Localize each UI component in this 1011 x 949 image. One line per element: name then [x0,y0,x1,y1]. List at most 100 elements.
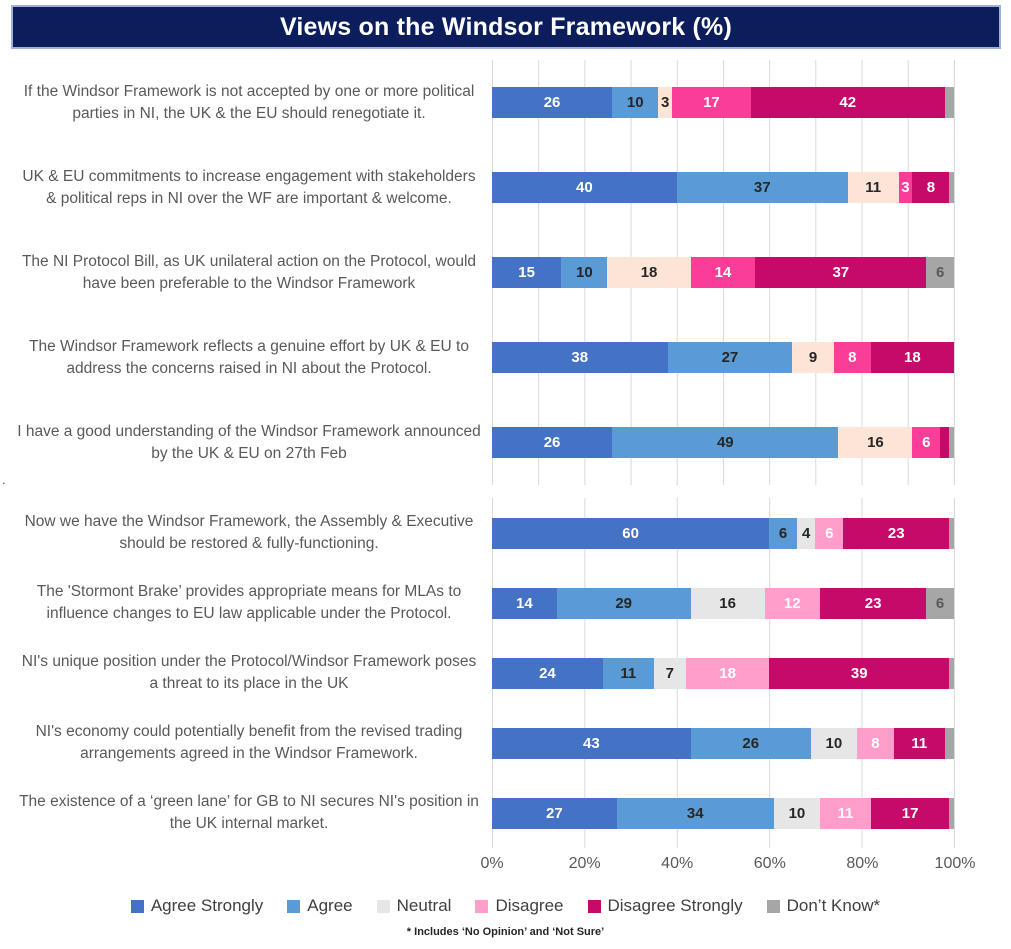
stacked-bar: 38 27 9 8 18 [492,342,954,373]
legend-item-disagree-strongly: Disagree Strongly [587,896,743,916]
bar-segment-don-t-know [949,517,954,549]
bar-segment-neutral: 16 [690,587,765,619]
bar-segment-agree: 10 [612,87,659,118]
bar-segment-disagree: 6 [912,427,941,458]
bar-segment-agree: 6 [769,517,797,549]
bar-segment-disagree-strongly: 23 [843,517,950,549]
bar-segment-disagree: 12 [764,587,820,619]
bar-row: The Windsor Framework reflects a genuine… [0,315,1011,400]
bar-segment-disagree: 8 [856,727,894,759]
bar-segment-disagree: 6 [815,517,844,549]
bar-segment-disagree-strongly [940,427,950,458]
x-axis-spacer [0,848,492,878]
plot-area: 38 27 9 8 18 [492,315,955,400]
legend-label: Neutral [396,896,452,915]
legend-swatch-agree [287,899,301,913]
category-label: I have a good understanding of the Winds… [17,422,481,462]
bar-segment-disagree: 8 [833,342,871,373]
footnote: * Includes ‘No Opinion’ and ‘Not Sure’ [406,926,605,938]
legend-label: Agree [307,896,353,915]
stacked-bar: 26 49 16 6 [492,427,954,458]
bar-segment-disagree-strongly: 8 [912,172,950,203]
bar-segment-disagree-strongly: 18 [870,342,954,373]
x-tick-label: 60% [753,855,786,872]
bar-segment-don-t-know: 6 [926,587,954,619]
legend-label: Disagree [495,896,564,915]
bar-segment-agree: 49 [612,427,839,458]
legend-item-disagree: Disagree [475,896,564,916]
bar-segment-agree-strongly: 60 [492,517,770,549]
bar-segment-don-t-know [949,172,954,203]
stacked-bar: 27 34 10 11 17 [492,797,954,829]
bar-segment-neutral: 11 [847,172,899,203]
stacked-bar: 43 26 10 8 11 [492,727,954,759]
legend-swatch-disagree [475,899,489,913]
stray-mark: . [2,472,6,487]
bar-segment-agree: 37 [676,172,848,203]
bar-segment-neutral: 18 [607,257,691,288]
category-label: Now we have the Windsor Framework, the A… [24,513,474,552]
bar-segment-agree-strongly: 38 [492,342,668,373]
plot-area: 27 34 10 11 17 [492,778,955,848]
bar-row: UK & EU commitments to increase engageme… [0,145,1011,230]
plot-area: 15 10 18 14 37 6 [492,230,955,315]
bar-segment-agree-strongly: 14 [492,587,557,619]
x-tick-label: 20% [568,855,601,872]
bar-segment-don-t-know [949,657,954,689]
bar-segment-don-t-know [944,87,954,118]
legend-swatch-agree-strongly [130,899,144,913]
legend: Agree Strongly Agree Neutral Disagree Disagr… [0,896,1011,916]
bar-row: I have a good understanding of the Winds… [0,400,1011,485]
legend-swatch-don-t-know [766,899,780,913]
bar-segment-disagree: 11 [820,797,871,829]
bar-segment-disagree-strongly: 37 [755,257,927,288]
stacked-bar: 26 10 3 17 42 [492,87,954,118]
category-label: If the Windsor Framework is not accepted… [23,82,475,122]
stacked-bar: 40 37 11 3 8 [492,172,954,203]
bar-segment-agree: 10 [561,257,608,288]
plot-area: 43 26 10 8 11 [492,708,955,778]
plot-area: 14 29 16 12 23 6 [492,568,955,638]
stacked-bar: 14 29 16 12 23 6 [492,587,954,619]
bar-segment-disagree-strongly: 39 [769,657,950,689]
plot-area: 24 11 7 18 39 [492,638,955,708]
bar-segment-neutral: 10 [810,727,857,759]
x-tick-label: 80% [846,855,879,872]
bar-segment-neutral: 3 [658,87,673,118]
bar-segment-disagree-strongly: 11 [893,727,945,759]
legend-label: Disagree Strongly [607,896,743,915]
plot-area: 40 37 11 3 8 [492,145,955,230]
plot-area: 26 49 16 6 [492,400,955,485]
bar-segment-neutral: 9 [792,342,834,373]
bar-row: If the Windsor Framework is not accepted… [0,60,1011,145]
bar-segment-agree-strongly: 43 [492,727,691,759]
legend-item-don-t-know: Don’t Know* [766,896,880,916]
chart-upper: If the Windsor Framework is not accepted… [0,60,1011,485]
bar-segment-agree-strongly: 24 [492,657,603,689]
bar-row: The NI Protocol Bill, as UK unilateral a… [0,230,1011,315]
bar-segment-don-t-know [949,797,954,829]
bar-row: NI's unique position under the Protocol/… [0,638,1011,708]
bar-segment-disagree-strongly: 23 [819,587,927,619]
x-tick-label: 40% [661,855,694,872]
bar-segment-agree-strongly: 40 [492,172,677,203]
bar-segment-agree-strongly: 26 [492,427,613,458]
bar-segment-neutral: 7 [653,657,687,689]
bar-segment-don-t-know: 6 [926,257,954,288]
x-axis: 0% 20% 40% 60% 80% 100% [0,848,1011,878]
bar-row: NI's economy could potentially benefit f… [0,708,1011,778]
legend-swatch-disagree-strongly [587,899,601,913]
legend-item-agree-strongly: Agree Strongly [130,896,264,916]
category-label: UK & EU commitments to increase engageme… [22,167,476,207]
bar-segment-disagree: 17 [672,87,751,118]
legend-swatch-neutral [376,899,390,913]
bar-segment-don-t-know [949,427,954,458]
plot-area: 60 6 4 6 23 [492,498,955,568]
legend-item-agree: Agree [287,896,353,916]
legend-label: Agree Strongly [150,896,264,915]
bar-segment-neutral: 16 [838,427,913,458]
bar-segment-agree: 34 [616,797,774,829]
stacked-bar: 60 6 4 6 23 [492,517,954,549]
bar-segment-neutral: 10 [773,797,820,829]
